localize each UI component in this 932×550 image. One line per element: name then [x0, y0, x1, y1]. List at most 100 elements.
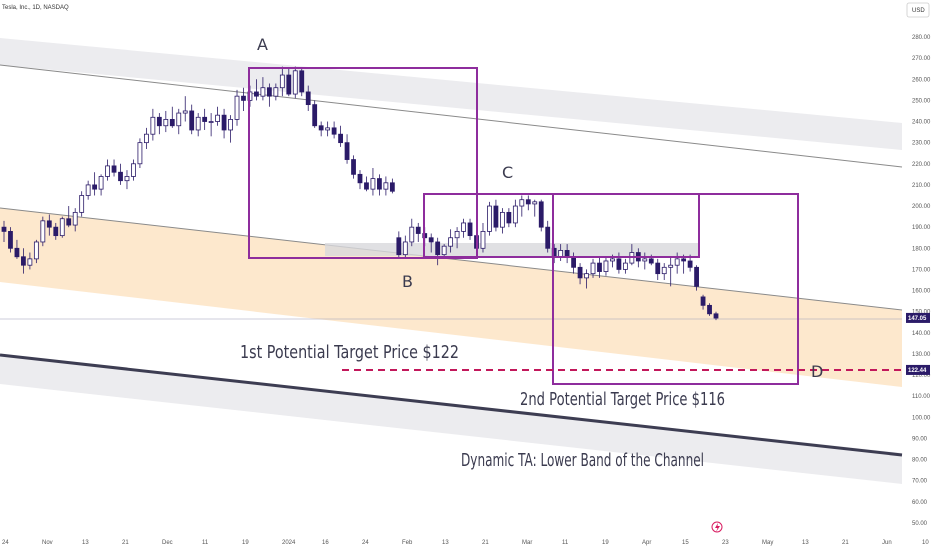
- x-tick-label: 13: [442, 540, 449, 546]
- x-tick-label: Dec: [162, 540, 173, 546]
- candle-body: [156, 116, 162, 127]
- candle-body: [98, 176, 104, 190]
- y-tick-label: 90.00: [912, 436, 928, 442]
- x-tick-label: 10: [922, 540, 929, 546]
- candle-body: [655, 262, 661, 275]
- candle-body: [435, 241, 441, 256]
- candle-body: [687, 260, 693, 268]
- upper-channel-band: [0, 38, 902, 150]
- candle-body: [163, 119, 169, 127]
- y-tick-label: 70.00: [912, 479, 928, 485]
- candle-body: [396, 237, 402, 256]
- x-tick-label: 16: [322, 540, 329, 546]
- x-tick-label: 21: [842, 540, 849, 546]
- candle-body: [506, 211, 512, 224]
- candle-body: [118, 171, 123, 182]
- candle-body: [150, 116, 156, 135]
- mid-channel-band: [0, 208, 902, 387]
- time-axis[interactable]: 24 Nov 13 21 Dec 11 19 2024 16 24 Feb 13 21 Mar 11 19 Ap…: [2, 540, 929, 546]
- candle-body: [480, 230, 486, 249]
- candle-body: [92, 184, 98, 190]
- candle-body: [228, 119, 233, 131]
- currency-badge[interactable]: [906, 2, 930, 18]
- candle-body: [325, 127, 331, 131]
- candle-body: [467, 222, 473, 237]
- x-tick-label: Feb: [402, 540, 413, 546]
- candle-body: [351, 159, 356, 175]
- candle-body: [208, 121, 214, 123]
- price-axis[interactable]: 280.00 270.00 260.00 250.00 240.00 230.00 220.…: [912, 35, 931, 527]
- candle-body: [597, 262, 602, 272]
- candle-body: [124, 176, 130, 182]
- candle-body: [642, 258, 648, 262]
- candle-body: [674, 258, 680, 266]
- candle-body: [215, 114, 221, 122]
- candle-body: [273, 87, 279, 97]
- candle-body: [377, 178, 382, 190]
- candle-body: [318, 125, 324, 131]
- candle-body: [85, 184, 91, 196]
- candle-body: [577, 266, 583, 279]
- candle-body: [189, 110, 195, 131]
- wave-c-label: C: [502, 163, 513, 182]
- y-tick-label: 60.00: [912, 500, 928, 506]
- y-tick-label: 170.00: [912, 267, 931, 273]
- candle-body: [241, 95, 246, 101]
- candle-body: [499, 211, 505, 228]
- x-tick-label: 21: [122, 540, 129, 546]
- x-tick-label: 21: [482, 540, 489, 546]
- candle-body: [357, 173, 363, 184]
- y-tick-label: 280.00: [912, 35, 931, 41]
- chart-title: Tesla, Inc., 1D, NASDAQ: [2, 5, 69, 11]
- x-tick-label: 23: [722, 540, 729, 546]
- lower-channel-line: [0, 353, 903, 457]
- currency-label: USD: [912, 8, 925, 14]
- target-2-label: 2nd Potential Target Price $116: [520, 389, 725, 410]
- candle-body: [27, 258, 33, 266]
- wave-d-box: [552, 193, 799, 385]
- candle-body: [195, 116, 201, 131]
- candle-body: [681, 258, 687, 262]
- x-tick-label: 11: [202, 540, 209, 546]
- y-tick-label: 210.00: [912, 183, 931, 189]
- candle-body: [286, 74, 292, 95]
- y-tick-label: 250.00: [912, 98, 931, 104]
- candle-body: [182, 110, 188, 114]
- candle-body: [545, 226, 551, 249]
- candle-body: [279, 74, 285, 89]
- candle-body: [428, 237, 434, 243]
- x-tick-label: 13: [82, 540, 89, 546]
- y-tick-label: 150.00: [912, 310, 931, 316]
- candle-body: [622, 262, 628, 270]
- y-tick-label: 140.00: [912, 331, 931, 337]
- y-tick-label: 190.00: [912, 225, 931, 231]
- candle-body: [137, 142, 143, 165]
- candle-body: [519, 199, 525, 207]
- candle-body: [409, 226, 415, 243]
- lightning-icon[interactable]: [711, 521, 723, 533]
- candle-body: [487, 205, 492, 232]
- candle-body: [454, 230, 460, 239]
- candle-body: [344, 142, 350, 160]
- wave-b-label: B: [402, 272, 413, 291]
- wave-a-box: [248, 67, 478, 259]
- y-tick-label: 200.00: [912, 204, 931, 210]
- candle-series: [1, 66, 719, 321]
- candle-body: [558, 250, 564, 258]
- y-tick-label: 260.00: [912, 77, 931, 83]
- x-tick-label: Apr: [642, 540, 651, 546]
- candle-body: [415, 226, 421, 234]
- candle-body: [260, 87, 266, 97]
- candle-body: [234, 95, 240, 120]
- candle-body: [668, 264, 674, 268]
- candle-body: [131, 163, 136, 177]
- x-tick-label: Jun: [882, 540, 892, 546]
- x-tick-label: 11: [562, 540, 569, 546]
- candle-body: [493, 205, 499, 228]
- candle-body: [66, 218, 72, 226]
- x-tick-label: 15: [682, 540, 689, 546]
- candle-body: [292, 70, 298, 95]
- upper-channel-line: [0, 64, 903, 168]
- candle-body: [254, 91, 259, 97]
